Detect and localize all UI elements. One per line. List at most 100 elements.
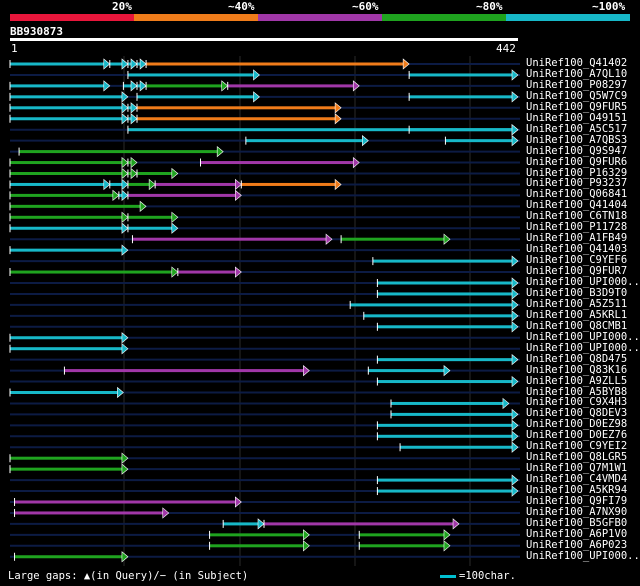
hit-name-link[interactable]: UniRef100_A9ZLL5 [526,374,628,387]
alignment-segment[interactable] [19,150,220,154]
alignment-segment[interactable] [350,303,514,307]
alignment-segment[interactable] [377,281,514,285]
hit-name-link[interactable]: UniRef100_Q8DEV3 [526,407,628,420]
hit-name-link[interactable]: UniRef100_A1FB49 [526,232,628,245]
alignment-segment[interactable] [10,467,124,471]
alignment-segment[interactable] [137,106,338,110]
alignment-segment[interactable] [377,380,514,384]
hit-name-link[interactable]: UniRef100_Q5W7C9 [526,89,628,102]
alignment-segment[interactable] [245,139,365,143]
hit-name-link[interactable]: UniRef100_UPI000... [526,276,640,288]
alignment-segment[interactable] [137,172,174,175]
alignment-segment[interactable] [359,544,446,548]
alignment-segment[interactable] [409,128,514,132]
alignment-segment[interactable] [391,412,514,416]
alignment-segment[interactable] [109,62,124,66]
alignment-segment[interactable] [377,478,514,482]
alignment-segment[interactable] [127,106,133,110]
hit-name-link[interactable]: UniRef100_UPI000... [526,341,640,354]
hit-name-link[interactable]: UniRef100_Q8D475 [526,352,628,365]
alignment-segment[interactable] [127,172,133,175]
hit-name-link[interactable]: UniRef100_C9X4H3 [526,396,628,409]
hit-name-link[interactable]: UniRef100_A6P023 [526,538,628,551]
hit-name-link[interactable]: UniRef100_Q9FUR7 [526,265,628,278]
hit-name-link[interactable]: UniRef100_Q8CMB1 [526,319,628,332]
alignment-segment[interactable] [409,95,514,99]
alignment-segment[interactable] [137,95,256,99]
hit-name-link[interactable]: UniRef100_A7NX90 [526,505,628,518]
hit-name-link[interactable]: UniRef100_P08297 [526,78,628,91]
alignment-segment[interactable] [377,292,514,296]
alignment-segment[interactable] [10,172,124,175]
alignment-segment[interactable] [64,369,306,373]
alignment-segment[interactable] [10,336,124,340]
hit-name-link[interactable]: UniRef100_A5Z511 [526,297,628,310]
hit-name-link[interactable]: UniRef100_A7QL10 [526,67,628,80]
alignment-segment[interactable] [146,62,406,66]
alignment-segment[interactable] [127,215,174,219]
alignment-segment[interactable] [10,84,106,88]
hit-name-link[interactable]: UniRef100_P93237 [526,177,628,190]
hit-name-link[interactable]: UniRef100_A7QBS3 [526,133,628,146]
alignment-segment[interactable] [10,161,124,165]
alignment-segment[interactable] [10,248,124,252]
hit-name-link[interactable]: UniRef100_Q41402 [526,57,628,69]
alignment-segment[interactable] [14,555,124,559]
hit-name-link[interactable]: UniRef100_A5KRL1 [526,308,628,321]
alignment-segment[interactable] [155,182,238,186]
alignment-segment[interactable] [391,401,505,405]
alignment-segment[interactable] [377,489,514,493]
alignment-segment[interactable] [127,161,133,165]
alignment-segment[interactable] [127,62,133,66]
alignment-segment[interactable] [118,193,124,197]
alignment-segment[interactable] [10,456,124,460]
alignment-segment[interactable] [127,73,256,77]
hit-name-link[interactable]: UniRef100_C6TN18 [526,210,628,223]
hit-name-link[interactable]: UniRef100_C9YEI2 [526,440,628,453]
alignment-segment[interactable] [359,533,446,537]
alignment-segment[interactable] [209,544,306,548]
hit-name-link[interactable]: UniRef100_Q9FI79 [526,495,628,507]
alignment-segment[interactable] [177,270,238,274]
alignment-segment[interactable] [400,445,514,449]
hit-name-link[interactable]: UniRef100_Q06841 [526,188,628,201]
hit-name-link[interactable]: UniRef100_A5KR94 [526,484,628,497]
alignment-segment[interactable] [10,215,124,219]
alignment-segment[interactable] [10,204,143,208]
alignment-segment[interactable] [377,423,514,427]
hit-name-link[interactable]: UniRef100_Q9FUR5 [526,100,628,113]
alignment-segment[interactable] [10,95,124,99]
alignment-segment[interactable] [137,117,338,121]
hit-name-link[interactable]: UniRef100_A5C517 [526,122,628,135]
alignment-segment[interactable] [14,500,238,504]
hit-name-link[interactable]: UniRef100_C9YEF6 [526,254,628,267]
hit-name-link[interactable]: UniRef100_Q8LGR5 [526,451,628,464]
hit-name-link[interactable]: UniRef100_B5GFB0 [526,516,628,529]
alignment-segment[interactable] [109,182,124,186]
alignment-segment[interactable] [223,522,260,526]
alignment-segment[interactable] [241,182,338,186]
hit-name-link[interactable]: UniRef100_P11728 [526,221,628,234]
hit-name-link[interactable]: UniRef100_O49151 [526,111,628,124]
alignment-segment[interactable] [14,511,165,515]
alignment-segment[interactable] [127,193,238,197]
alignment-segment[interactable] [123,84,133,88]
alignment-segment[interactable] [377,325,514,329]
alignment-segment[interactable] [377,434,514,438]
alignment-segment[interactable] [137,62,143,66]
alignment-segment[interactable] [10,270,174,274]
alignment-segment[interactable] [372,259,514,263]
alignment-segment[interactable] [368,369,446,373]
alignment-segment[interactable] [146,84,224,88]
hit-name-link[interactable]: UniRef100_A6P1V0 [526,527,628,540]
alignment-segment[interactable] [137,84,143,88]
alignment-segment[interactable] [377,358,514,362]
hit-name-link[interactable]: UniRef100_UPI000... [526,330,640,343]
hit-name-link[interactable]: UniRef100_D0EZ76 [526,429,628,442]
hit-name-link[interactable]: UniRef100_Q9FUR6 [526,155,628,168]
alignment-segment[interactable] [127,128,514,132]
hit-name-link[interactable]: UniRef100_Q41403 [526,243,628,256]
hit-name-link[interactable]: UniRef100_C4VMD4 [526,473,628,486]
alignment-segment[interactable] [10,391,120,394]
hit-name-link[interactable]: UniRef100_D0EZ98 [526,418,628,431]
